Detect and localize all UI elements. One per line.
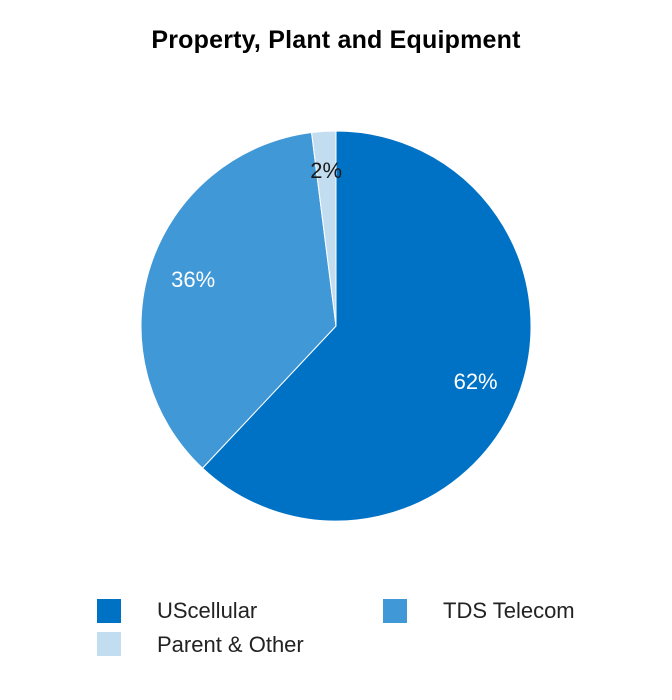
slice-tds-telecom (140, 131, 337, 469)
slice-label-uscellular: 62% (454, 369, 498, 394)
slice-uscellular (201, 130, 532, 522)
chart-title: Property, Plant and Equipment (151, 26, 521, 54)
slice-label-tds-telecom: 36% (171, 267, 215, 292)
pie-slices (140, 130, 532, 522)
pie-labels: 62% 36% 2% (171, 158, 497, 394)
slice-label-parent-other: 2% (310, 158, 342, 183)
slice-parent-other (311, 130, 337, 327)
